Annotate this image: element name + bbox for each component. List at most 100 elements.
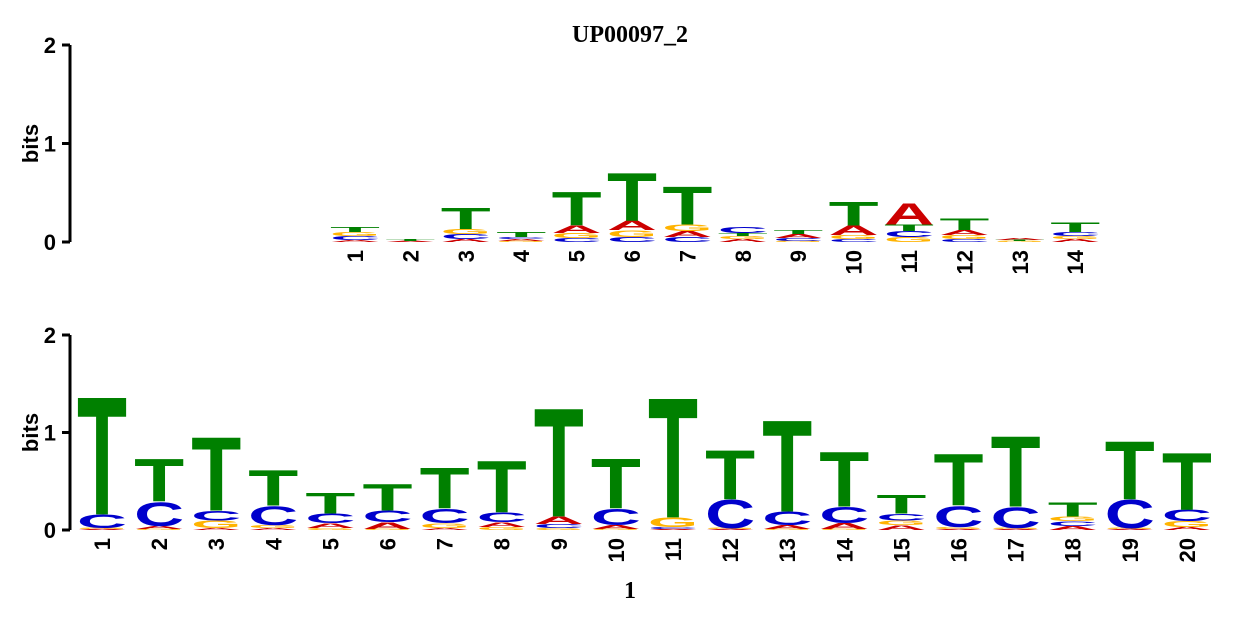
logo-letter: A	[134, 525, 184, 530]
logo-letter: C	[363, 508, 413, 526]
logo-letter: G	[884, 236, 934, 244]
x-tick-label: 1	[90, 538, 115, 550]
logo-letter: C	[1050, 231, 1100, 237]
x-tick-label: 18	[1061, 538, 1086, 562]
logo-letter: G	[762, 529, 812, 531]
logo-letter: T	[718, 232, 768, 237]
logo-letter: C	[1105, 492, 1155, 537]
logo-letter: T	[441, 202, 491, 236]
logo-letter: A	[191, 528, 241, 531]
logo-letter: C	[305, 511, 355, 526]
logo-letter: A	[363, 521, 413, 532]
logo-letter: C	[330, 235, 380, 241]
logo-letter: A	[934, 529, 984, 531]
logo-letter: A	[773, 233, 823, 239]
logo-letter: A	[884, 197, 934, 231]
y-tick-label: 1	[44, 421, 56, 446]
logo-letter: T	[248, 459, 298, 517]
logo-letter: C	[762, 508, 812, 529]
logo-letter: C	[248, 501, 298, 531]
logo-letter: T	[363, 477, 413, 519]
logo-letter: T	[829, 194, 879, 232]
logo-letter: G	[991, 528, 1041, 530]
logo-letter: C	[496, 237, 546, 240]
y-axis-label: bits	[18, 124, 43, 163]
logo-letter: T	[77, 362, 127, 551]
logo-letter: T	[662, 175, 712, 236]
logo-letter: C	[134, 495, 184, 533]
logo-letter: C	[420, 505, 470, 528]
x-tick-label: 20	[1175, 538, 1200, 562]
logo-letter: C	[1048, 520, 1098, 528]
logo-letter: T	[1105, 422, 1155, 517]
logo-letter: C	[829, 238, 879, 243]
logo-letter: A	[876, 524, 926, 532]
logo-letter: T	[191, 415, 241, 533]
x-tick-label: 12	[952, 250, 977, 274]
x-tick-label: 9	[786, 250, 811, 262]
x-tick-label: 19	[1118, 538, 1143, 562]
logo-letter: G	[934, 527, 984, 530]
y-tick-label: 0	[44, 230, 56, 255]
logo-letter: C	[77, 511, 127, 532]
logo-letter: G	[995, 241, 1045, 243]
x-tick-label: 10	[842, 250, 867, 274]
logo-letter: A	[1162, 526, 1212, 531]
x-tick-label: 2	[147, 538, 172, 550]
logo-letter: A	[420, 528, 470, 531]
x-tick-label: 17	[1004, 538, 1029, 562]
logo-letter: T	[876, 489, 926, 519]
logo-letter: G	[552, 232, 602, 240]
logo-letter: T	[496, 231, 546, 239]
logo-letter: T	[934, 438, 984, 522]
x-tick-label: 8	[490, 538, 515, 550]
logo-letter: G	[1162, 520, 1212, 529]
logo-letter: A	[552, 223, 602, 235]
logo-letter: A	[829, 223, 879, 238]
x-tick-label: 14	[1063, 249, 1088, 274]
logo-letter: A	[648, 529, 698, 531]
logo-letter: G	[718, 235, 768, 240]
logo-letter: G	[305, 528, 355, 531]
logo-letter: T	[819, 437, 869, 524]
logo-letter: G	[939, 234, 989, 240]
x-tick-label: 13	[1008, 250, 1033, 274]
x-tick-label: 4	[261, 537, 286, 550]
logo-letter: G	[591, 529, 641, 531]
x-tick-label: 1	[343, 250, 368, 262]
logo-letter: T	[939, 216, 989, 234]
logo-letter: A	[441, 238, 491, 243]
logo-letter: C	[662, 236, 712, 244]
logo-letter: C	[991, 501, 1041, 535]
logo-letter: T	[762, 392, 812, 539]
logo-letter: C	[884, 230, 934, 239]
logo-letter: G	[134, 529, 184, 531]
logo-letter: A	[77, 529, 127, 531]
logo-letter: A	[330, 240, 380, 243]
logo-letter: T	[705, 436, 755, 514]
logo-letter: A	[248, 528, 298, 531]
x-tick-label: 9	[547, 538, 572, 550]
x-tick-label: 13	[775, 538, 800, 562]
x-tick-label: 11	[897, 250, 922, 273]
x-tick-label: 8	[731, 250, 756, 262]
logo-letter: G	[819, 529, 869, 531]
logo-letter: A	[705, 529, 755, 531]
logo-letter: T	[477, 445, 527, 529]
logo-letter: A	[939, 229, 989, 237]
logo-letter: T	[385, 239, 435, 242]
logo-letter: C	[819, 503, 869, 529]
logo-letter: A	[718, 238, 768, 243]
chart-title: UP00097_2	[572, 22, 688, 48]
logo-letter: T	[648, 362, 698, 554]
logo-letter: G	[191, 518, 241, 530]
logo-letter: G	[420, 522, 470, 530]
y-axis-label: bits	[18, 413, 43, 452]
logo-letter: T	[991, 416, 1041, 529]
logo-letter: A	[991, 529, 1041, 531]
x-tick-label: 3	[204, 538, 229, 550]
logo-letter: A	[995, 238, 1045, 241]
y-tick-label: 1	[44, 132, 56, 157]
logo-letter: T	[607, 159, 657, 236]
logo-letter: A	[1050, 238, 1100, 243]
